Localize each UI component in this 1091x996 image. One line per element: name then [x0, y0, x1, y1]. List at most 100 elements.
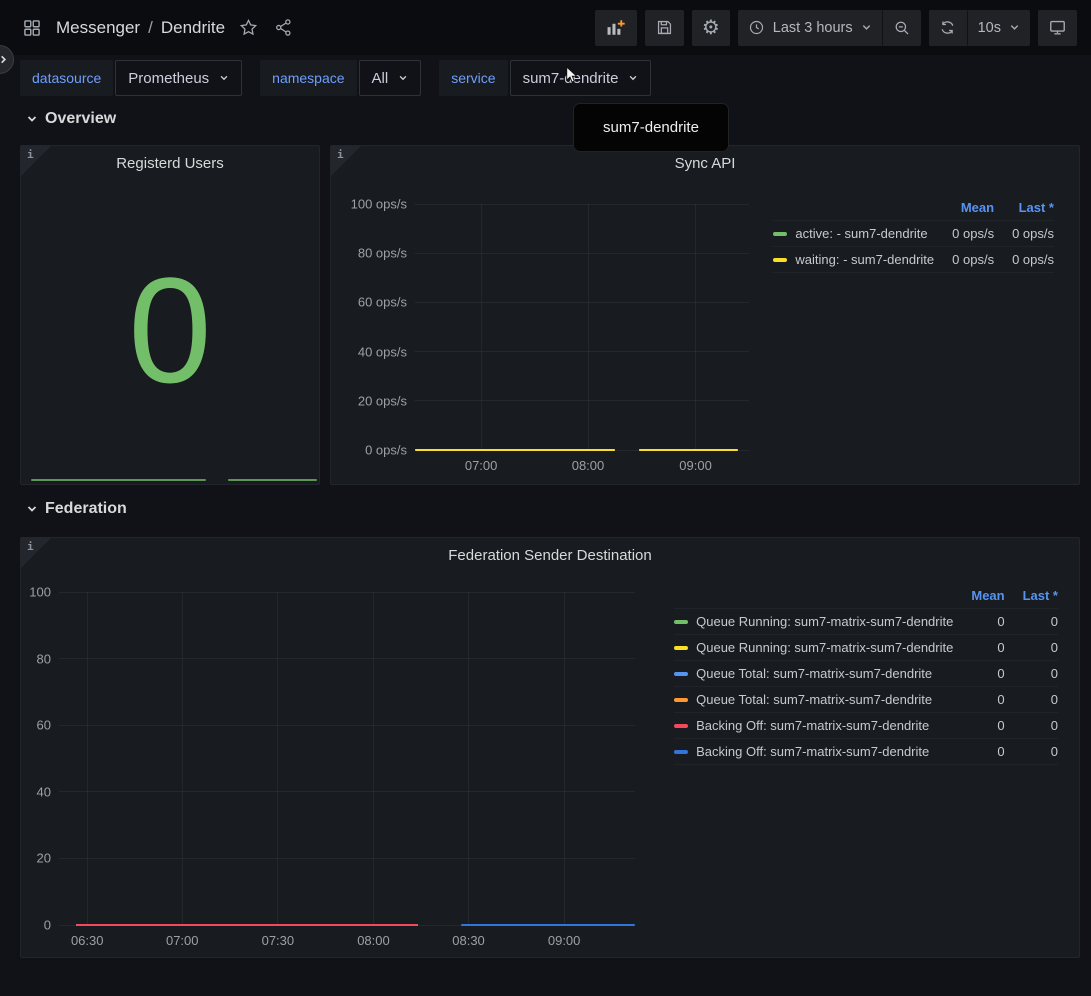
section-chevron-icon — [27, 506, 37, 512]
legend-row: Queue Total: sum7-matrix-sum7-dendrite 0 0 — [674, 661, 1058, 687]
dashboard-settings-button[interactable]: ⚙ — [691, 9, 730, 46]
y-axis-tick-label: 80 — [36, 651, 51, 667]
star-icon[interactable] — [237, 16, 260, 39]
variable-value-text: Prometheus — [128, 69, 210, 87]
legend-sort-last[interactable]: Last * — [1022, 588, 1058, 603]
variable-picker-service[interactable]: sum7-dendrite — [509, 60, 652, 96]
legend-row: waiting: - sum7-dendrite 0 ops/s 0 ops/s — [773, 247, 1054, 273]
y-axis-tick-label: 0 ops/s — [365, 442, 407, 458]
legend-series-label[interactable]: Queue Total: sum7-matrix-sum7-dendrite — [674, 661, 953, 687]
legend-header-spacer — [773, 198, 934, 221]
section-federation[interactable]: Federation — [26, 500, 127, 518]
refresh-button[interactable] — [929, 10, 967, 46]
variable-label-service[interactable]: service — [439, 60, 508, 96]
legend-sort-last[interactable]: Last * — [1018, 200, 1054, 215]
chart-plot-area[interactable]: 100 ops/s 80 ops/s 60 ops/s 40 ops/s 20 ops/… — [351, 197, 749, 473]
breadcrumb-page[interactable]: Dendrite — [160, 17, 226, 37]
panel-info-corner[interactable]: i — [331, 146, 361, 176]
panel-registered-users: i Registerd Users 0 — [20, 145, 320, 485]
panel-info-corner[interactable]: i — [21, 538, 51, 568]
kiosk-mode-button[interactable] — [1038, 9, 1077, 46]
bar-chart-plus-icon — [607, 19, 625, 35]
breadcrumb-separator: / — [148, 17, 153, 37]
legend-row: Backing Off: sum7-matrix-sum7-dendrite 0 0 — [674, 739, 1058, 765]
save-dashboard-button[interactable] — [644, 9, 684, 46]
x-axis-tick-label: 08:00 — [357, 933, 390, 948]
series-line-segment — [638, 449, 738, 451]
legend-mean-value: 0 — [997, 718, 1005, 733]
expand-sidebar-handle[interactable] — [0, 45, 14, 74]
legend-series-label[interactable]: Queue Total: sum7-matrix-sum7-dendrite — [674, 687, 953, 713]
series-color-swatch — [674, 671, 689, 676]
zoom-out-button[interactable] — [881, 9, 921, 46]
vertical-gridline — [277, 592, 279, 925]
legend-last-value: 0 ops/s — [1012, 252, 1054, 267]
dashboard-toolbar: ⚙ Last 3 hours — [594, 9, 1077, 46]
legend-series-label[interactable]: Backing Off: sum7-matrix-sum7-dendrite — [674, 713, 953, 739]
legend-row: Queue Total: sum7-matrix-sum7-dendrite 0 0 — [674, 687, 1058, 713]
y-axis-tick-label: 80 ops/s — [357, 245, 407, 261]
variable-label-namespace[interactable]: namespace — [260, 60, 357, 96]
horizontal-gridline — [415, 203, 749, 205]
y-axis-tick-label: 20 ops/s — [357, 393, 407, 409]
legend-table: Mean Last * Queue Running: sum7-matrix-sum… — [674, 586, 1058, 765]
dashboards-grid-icon[interactable] — [20, 16, 44, 40]
info-icon: i — [27, 148, 34, 161]
legend-row: active: - sum7-dendrite 0 ops/s 0 ops/s — [773, 221, 1054, 247]
horizontal-gridline — [59, 857, 635, 859]
add-panel-button[interactable] — [594, 9, 637, 46]
panel-title-registered-users[interactable]: Registerd Users — [116, 155, 224, 172]
x-axis-tick-label: 08:30 — [452, 933, 485, 948]
x-axis-tick-label: 08:00 — [571, 458, 605, 473]
legend-last-value: 0 — [1050, 718, 1058, 733]
refresh-interval-button[interactable]: 10s — [966, 9, 1030, 46]
legend-series-label[interactable]: active: - sum7-dendrite — [773, 221, 934, 247]
vertical-gridline — [181, 592, 183, 925]
legend-sort-mean[interactable]: Mean — [971, 588, 1005, 603]
series-color-swatch — [773, 257, 788, 262]
variable-picker-datasource[interactable]: Prometheus — [115, 60, 243, 96]
legend-header-row: Mean Last * — [674, 586, 1058, 609]
x-axis-tick-label: 07:30 — [261, 933, 295, 948]
legend-series-label[interactable]: waiting: - sum7-dendrite — [773, 247, 934, 273]
panel-title-sync-api[interactable]: Sync API — [674, 155, 736, 172]
stat-sparkline-segment — [30, 479, 206, 481]
vertical-gridline — [86, 592, 88, 925]
legend-last-value: 0 — [1050, 666, 1058, 681]
x-axis-tick-label: 06:30 — [70, 933, 104, 948]
federation-chart[interactable]: 100 80 60 40 20 0 06:30 07:00 07:30 08:00 08:30 09:… — [21, 538, 1079, 957]
breadcrumb-app[interactable]: Messenger — [56, 17, 141, 37]
variable-value-text: All — [371, 69, 389, 87]
chevron-down-icon — [1010, 25, 1019, 30]
legend-row: Backing Off: sum7-matrix-sum7-dendrite 0 0 — [674, 713, 1058, 739]
variable-value-text: sum7-dendrite — [522, 69, 619, 87]
sync-api-chart[interactable]: 100 ops/s 80 ops/s 60 ops/s 40 ops/s 20 ops/… — [331, 146, 1079, 484]
chevron-down-icon — [399, 75, 407, 81]
panel-info-corner[interactable]: i — [21, 146, 51, 176]
stat-value: 0 — [128, 246, 212, 414]
legend-row: Queue Running: sum7-matrix-sum7-dendrite… — [674, 609, 1058, 635]
legend-sort-mean[interactable]: Mean — [960, 200, 995, 215]
time-range-button[interactable]: Last 3 hours — [738, 10, 882, 46]
variable-label-datasource[interactable]: datasource — [20, 60, 114, 96]
panel-title-federation[interactable]: Federation Sender Destination — [448, 547, 652, 564]
section-title: Overview — [45, 110, 117, 127]
chevron-down-icon — [630, 75, 637, 81]
share-icon[interactable] — [272, 16, 295, 39]
variable-picker-namespace[interactable]: All — [358, 60, 422, 96]
federation-legend: Mean Last * Queue Running: sum7-matrix-sum… — [674, 586, 1058, 765]
legend-last-value: 0 ops/s — [1012, 226, 1054, 241]
legend-last-value: 0 — [1050, 614, 1058, 629]
horizontal-gridline — [59, 591, 635, 593]
legend-series-label[interactable]: Backing Off: sum7-matrix-sum7-dendrite — [674, 739, 953, 765]
chart-plot-area[interactable]: 100 80 60 40 20 0 06:30 07:00 07:30 08:00 08:30 09:… — [29, 585, 635, 948]
section-overview[interactable]: Overview — [26, 110, 116, 128]
legend-series-label[interactable]: Queue Running: sum7-matrix-sum7-dendrite — [674, 609, 953, 635]
top-navbar: Messenger / Dendrite — [0, 0, 1091, 55]
time-picker-group: Last 3 hours — [737, 9, 921, 46]
variable-service: service sum7-dendrite — [439, 60, 652, 96]
horizontal-gridline — [59, 791, 635, 793]
legend-series-label[interactable]: Queue Running: sum7-matrix-sum7-dendrite — [674, 635, 953, 661]
legend-mean-value: 0 — [997, 640, 1005, 655]
variable-datasource: datasource Prometheus — [20, 60, 243, 96]
